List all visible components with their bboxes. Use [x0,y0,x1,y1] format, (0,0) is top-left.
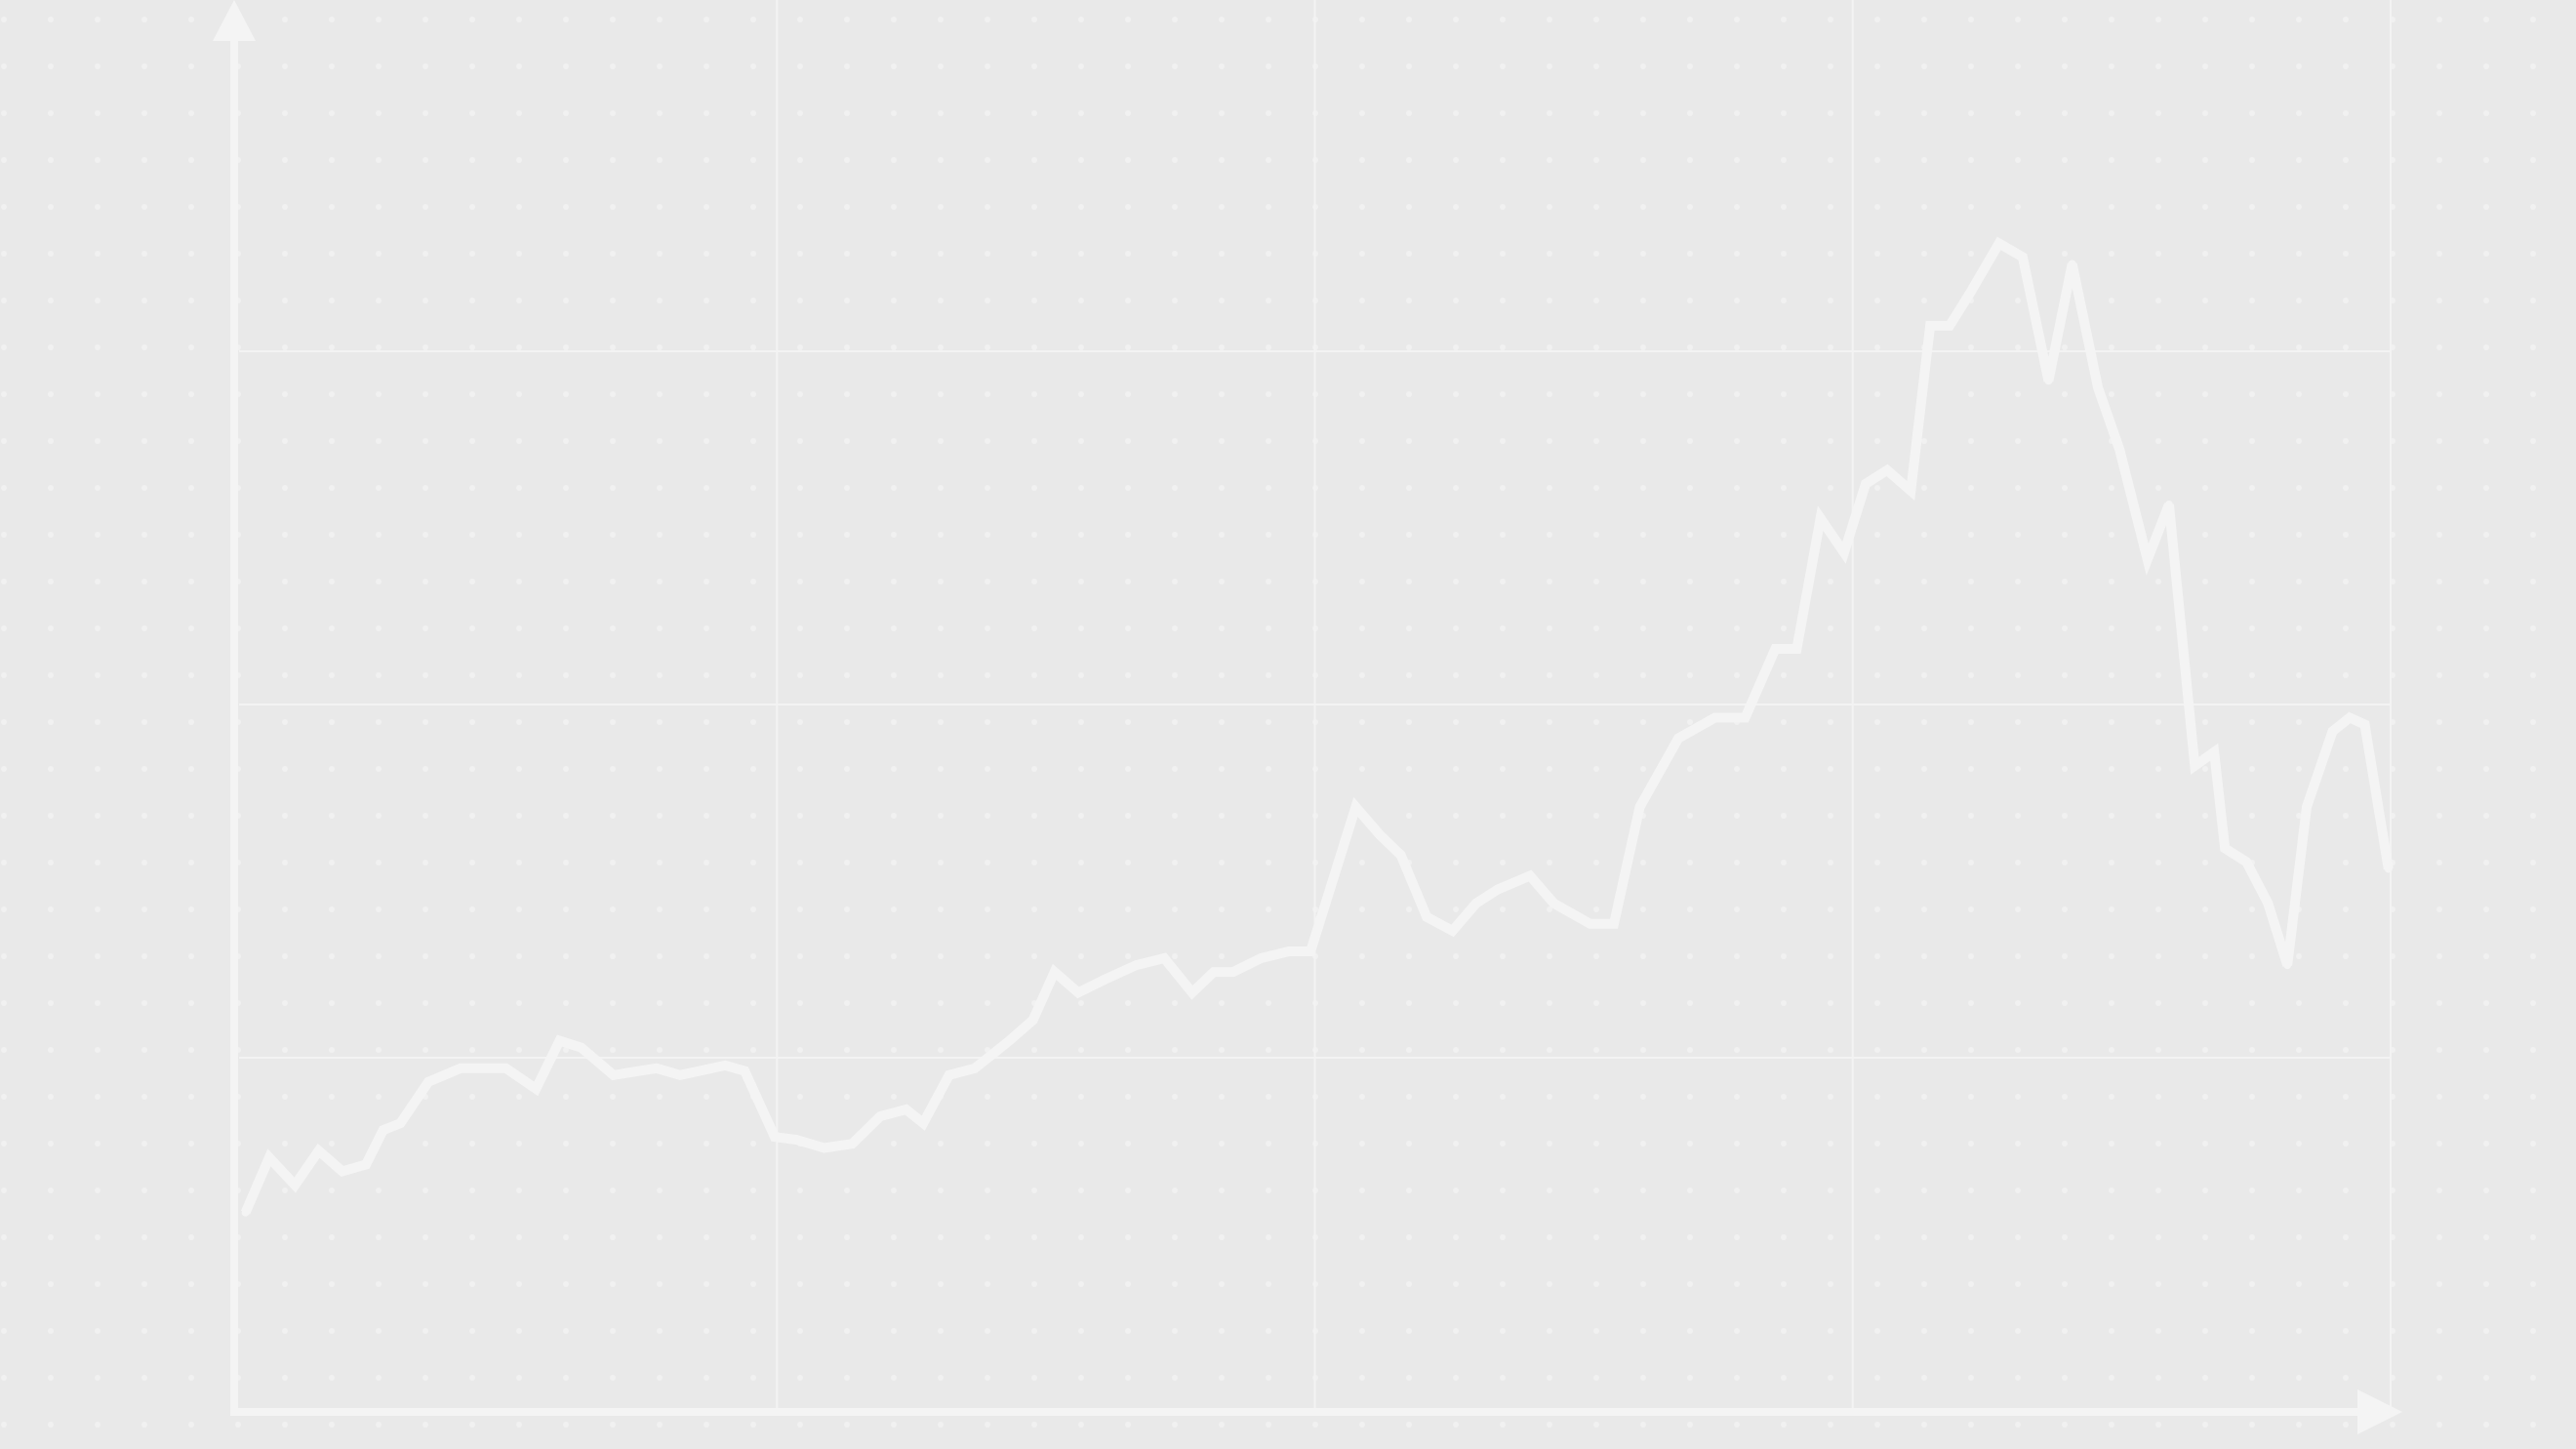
data-point-24 [876,1112,885,1121]
data-point-33 [1102,975,1110,984]
data-point-44 [1396,851,1405,860]
data-point-13 [555,1036,564,1045]
data-point-75 [2191,761,2199,770]
data-point-29 [1005,1036,1014,1045]
data-point-15 [609,1070,618,1079]
data-point-30 [1028,1016,1037,1025]
data-point-32 [1073,988,1082,997]
data-point-77 [2221,844,2230,853]
data-point-7 [379,1126,387,1135]
data-point-85 [2384,865,2393,873]
data-point-56 [1741,713,1750,722]
data-point-11 [502,1064,510,1072]
data-point-21 [792,1136,801,1145]
data-point-26 [919,1119,928,1128]
data-point-19 [741,1067,749,1075]
data-point-22 [820,1144,828,1152]
data-point-28 [971,1064,980,1072]
data-point-27 [945,1070,953,1079]
data-point-52 [1609,919,1618,928]
data-point-53 [1635,803,1644,812]
data-point-45 [1423,912,1431,921]
data-point-71 [2094,383,2103,392]
data-point-34 [1132,961,1141,970]
data-point-78 [2242,858,2251,866]
data-point-79 [2264,899,2273,907]
data-point-35 [1160,954,1169,963]
data-point-8 [396,1119,405,1128]
data-point-54 [1674,734,1683,743]
data-point-76 [2210,747,2219,756]
data-point-10 [457,1064,465,1072]
gridlines [239,0,2392,1412]
data-point-82 [2328,727,2337,736]
data-point-12 [532,1084,541,1093]
data-point-4 [314,1147,323,1155]
data-point-80 [2283,961,2292,970]
data-point-48 [1493,885,1502,894]
data-point-74 [2164,501,2173,509]
data-point-3 [291,1181,300,1189]
data-point-84 [2360,720,2369,729]
data-point-38 [1228,968,1237,977]
data-point-50 [1550,899,1558,907]
data-point-36 [1187,988,1196,997]
data-point-37 [1209,968,1218,977]
data-point-16 [652,1064,661,1072]
data-point-64 [1926,321,1935,330]
data-point-67 [1994,239,2003,248]
data-point-59 [1816,514,1825,523]
data-point-60 [1839,548,1848,557]
data-point-47 [1471,899,1480,907]
data-point-68 [2018,253,2027,262]
data-point-25 [902,1106,910,1114]
data-point-14 [577,1043,585,1052]
data-point-55 [1711,713,1719,722]
data-point-6 [362,1160,371,1169]
data-point-43 [1375,830,1384,839]
data-point-69 [2044,377,2053,385]
data-point-65 [1945,321,1953,330]
data-point-57 [1771,645,1780,654]
data-point-81 [2303,803,2312,812]
data-point-72 [2115,445,2124,454]
data-point-2 [264,1153,273,1162]
data-point-58 [1792,645,1801,654]
data-point-41 [1307,946,1315,955]
data-point-61 [1861,479,1870,488]
data-point-5 [338,1167,346,1176]
data-point-18 [721,1061,730,1069]
data-point-70 [2068,260,2076,268]
data-point-39 [1257,954,1266,963]
data-point-49 [1526,871,1534,880]
axes [213,0,2402,1434]
data-point-63 [1907,486,1915,495]
data-point-9 [424,1077,433,1086]
data-point-51 [1586,919,1594,928]
data-point-20 [771,1133,780,1142]
data-point-17 [676,1070,685,1079]
data-point-40 [1285,946,1294,955]
data-point-23 [848,1140,857,1148]
data-point-31 [1050,968,1059,977]
data-point-73 [2143,555,2152,564]
y-axis-arrowhead [213,0,256,41]
series-layer [241,236,2394,1217]
data-point-62 [1883,465,1892,474]
x-axis-arrowhead [2357,1389,2402,1434]
data-point-83 [2346,713,2355,722]
data-point-1 [241,1208,250,1217]
data-point-46 [1448,926,1457,935]
data-point-42 [1351,803,1360,812]
data-point-66 [1967,287,1976,296]
